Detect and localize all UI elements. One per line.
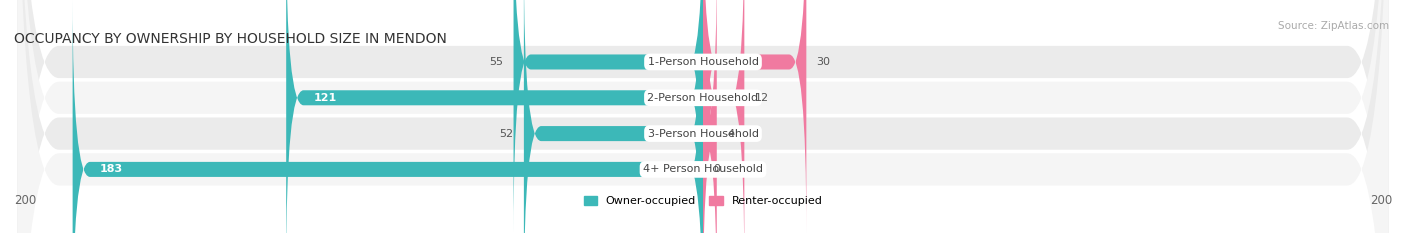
FancyBboxPatch shape [17, 0, 1389, 233]
FancyBboxPatch shape [700, 0, 720, 233]
Text: 55: 55 [489, 57, 503, 67]
FancyBboxPatch shape [524, 0, 703, 233]
Text: 121: 121 [314, 93, 337, 103]
Text: 183: 183 [100, 164, 124, 175]
FancyBboxPatch shape [287, 0, 703, 233]
FancyBboxPatch shape [703, 0, 744, 233]
FancyBboxPatch shape [703, 0, 807, 233]
Text: 1-Person Household: 1-Person Household [648, 57, 758, 67]
Text: 3-Person Household: 3-Person Household [648, 129, 758, 139]
FancyBboxPatch shape [73, 0, 703, 233]
FancyBboxPatch shape [17, 0, 1389, 233]
Text: 52: 52 [499, 129, 513, 139]
Text: 30: 30 [817, 57, 831, 67]
Text: OCCUPANCY BY OWNERSHIP BY HOUSEHOLD SIZE IN MENDON: OCCUPANCY BY OWNERSHIP BY HOUSEHOLD SIZE… [14, 31, 447, 45]
Text: Source: ZipAtlas.com: Source: ZipAtlas.com [1278, 21, 1389, 31]
Text: 200: 200 [1369, 194, 1392, 207]
FancyBboxPatch shape [17, 0, 1389, 233]
Text: 200: 200 [14, 194, 37, 207]
Text: 4: 4 [727, 129, 734, 139]
Text: 4+ Person Household: 4+ Person Household [643, 164, 763, 175]
Legend: Owner-occupied, Renter-occupied: Owner-occupied, Renter-occupied [583, 196, 823, 206]
Text: 0: 0 [713, 164, 720, 175]
Text: 2-Person Household: 2-Person Household [647, 93, 759, 103]
Text: 12: 12 [755, 93, 769, 103]
FancyBboxPatch shape [513, 0, 703, 233]
FancyBboxPatch shape [17, 0, 1389, 233]
